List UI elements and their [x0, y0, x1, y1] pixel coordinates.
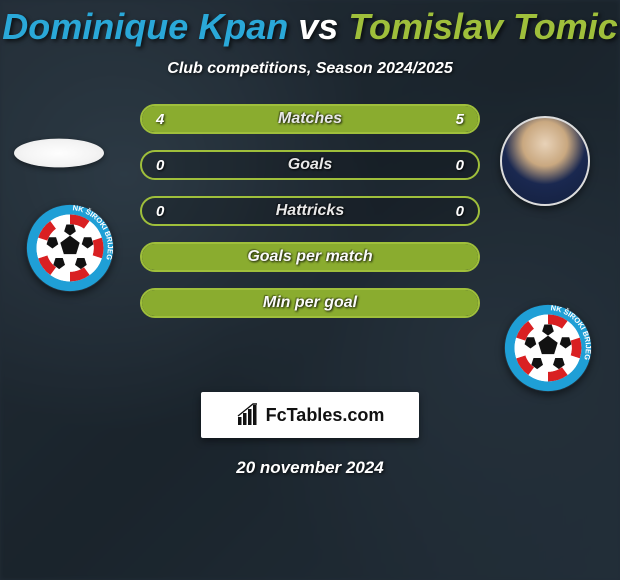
stat-row: Goals per match [140, 242, 480, 272]
stat-value-right: 5 [456, 111, 464, 128]
stat-row: 4 5 Matches [140, 104, 480, 134]
player1-club-logo: NK ŠIROKI BRIJEG [26, 204, 114, 292]
stat-value-right: 0 [456, 203, 464, 220]
brand-text: FcTables.com [266, 405, 385, 426]
player2-name: Tomislav Tomic [348, 6, 617, 47]
subtitle: Club competitions, Season 2024/2025 [0, 60, 620, 78]
brand-logo: FcTables.com [201, 392, 419, 438]
date-text: 20 november 2024 [0, 458, 620, 478]
player1-photo [14, 139, 104, 168]
player1-name: Dominique Kpan [2, 6, 288, 47]
stat-value-right: 0 [456, 157, 464, 174]
stat-value-left: 4 [156, 111, 164, 128]
player2-club-logo: NK ŠIROKI BRIJEG [504, 304, 592, 392]
stat-row: Min per goal [140, 288, 480, 318]
page-title: Dominique Kpan vs Tomislav Tomic [0, 0, 620, 48]
stat-label: Matches [278, 110, 342, 128]
stat-value-left: 0 [156, 157, 164, 174]
stat-row: 0 0 Goals [140, 150, 480, 180]
stats-bars: 4 5 Matches 0 0 Goals 0 0 Hattricks Goals per mat… [140, 104, 480, 334]
stat-label: Hattricks [276, 202, 344, 220]
stat-row: 0 0 Hattricks [140, 196, 480, 226]
vs-text: vs [298, 6, 338, 47]
stat-label: Min per goal [263, 294, 357, 312]
stat-label: Goals per match [247, 248, 372, 266]
stat-value-left: 0 [156, 203, 164, 220]
comparison-area: NK ŠIROKI BRIJEG NK ŠIROKI BRIJEG 45Matc… [0, 114, 620, 374]
chart-icon [236, 403, 260, 427]
stat-label: Goals [288, 156, 332, 174]
player2-photo [500, 116, 590, 206]
